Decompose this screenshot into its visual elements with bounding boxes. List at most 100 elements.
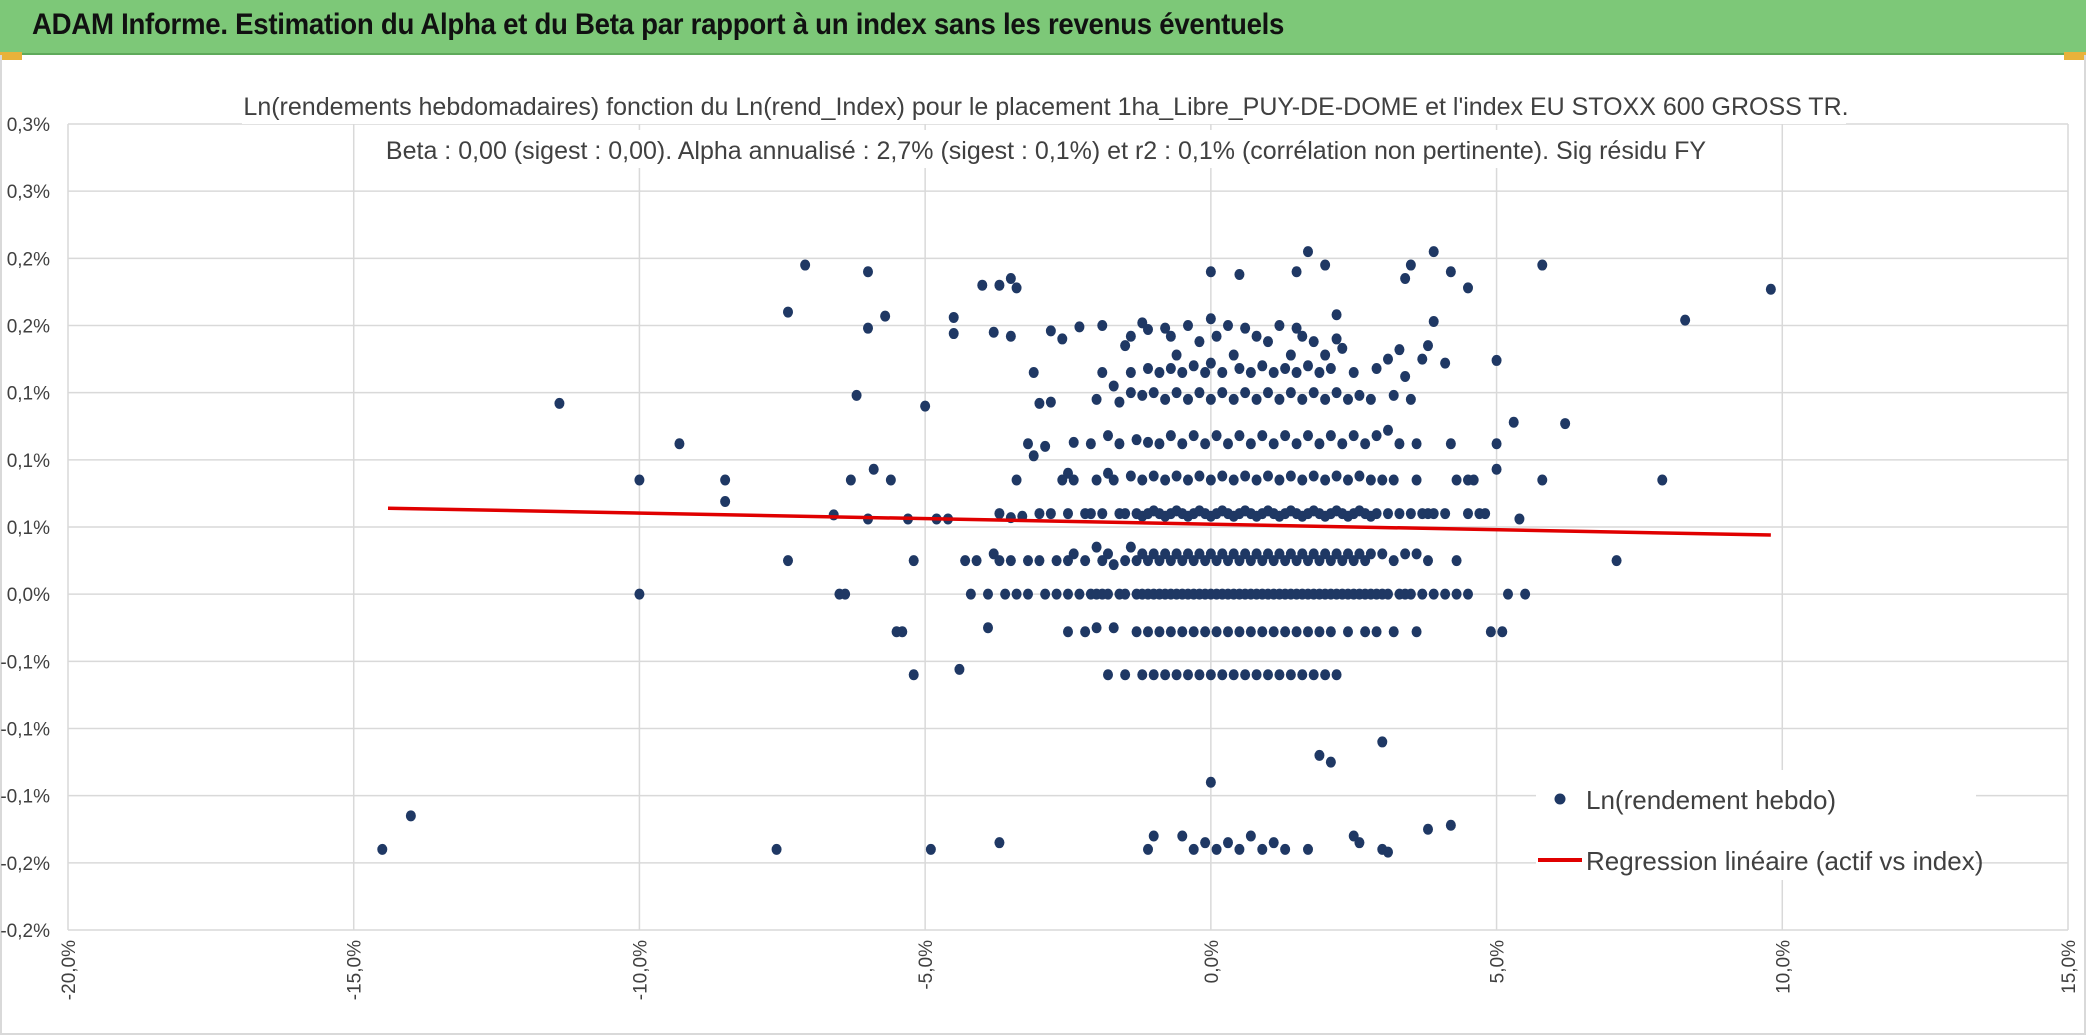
data-point [1268,367,1279,379]
data-point [1354,389,1365,401]
data-point [1280,430,1291,442]
data-point [1000,588,1011,600]
data-point [1245,626,1256,638]
data-point [1491,463,1502,475]
data-point [1377,548,1388,560]
report-title: ADAM Informe. Estimation du Alpha et du … [32,8,1285,41]
data-point [1154,367,1165,379]
data-point [1234,430,1245,442]
points-layer [377,246,1776,858]
data-point [1405,393,1416,405]
data-point [1005,330,1016,342]
data-point [1183,320,1193,331]
data-point [1085,438,1096,450]
data-point [1765,283,1776,295]
data-point [1074,588,1085,600]
data-point [1148,669,1159,681]
data-point [800,259,811,271]
legend-label-regression: Regression linéaire (actif vs index) [1586,846,1983,876]
data-point [1297,330,1308,342]
data-point [1143,436,1153,448]
data-point [1417,588,1428,600]
data-point [1137,389,1148,401]
data-point [1400,371,1411,383]
data-point [1263,387,1273,399]
data-point [1011,474,1022,486]
y-tick-label: -0,1% [0,652,50,673]
data-point [1388,389,1399,401]
data-point [1331,309,1342,321]
data-point [880,310,891,322]
data-point [1451,474,1462,486]
data-point [634,474,645,486]
data-point [1274,320,1285,331]
data-point [994,555,1005,567]
data-point [1240,387,1251,399]
data-point [1205,313,1216,325]
data-point [1223,626,1233,638]
data-point [1188,626,1199,638]
data-point [1023,555,1033,567]
data-point [1405,508,1416,520]
data-point [405,810,416,822]
data-point [1440,508,1451,520]
data-point [1411,438,1422,450]
data-point [1377,474,1388,486]
data-point [863,322,873,334]
data-point [925,843,936,855]
data-point [1303,246,1313,258]
data-point [1051,588,1062,600]
chart-title: Ln(rendements hebdomadaires) fonction du… [243,93,1848,121]
data-point [1428,315,1439,327]
data-point [1268,438,1279,450]
data-point [1251,393,1262,405]
data-point [908,555,919,567]
data-point [1440,588,1451,600]
data-point [1063,508,1073,520]
data-point [1360,626,1371,638]
data-point [1520,588,1531,600]
data-point [994,508,1005,520]
data-point [1463,282,1473,294]
data-point [1125,470,1136,482]
data-point [1005,555,1016,567]
data-point [1211,843,1222,855]
x-tick-label: -10,0% [630,940,651,1000]
data-point [1337,438,1348,450]
data-point [1320,393,1331,405]
data-point [1291,266,1302,278]
data-point [1194,669,1205,681]
x-tick-label: 5,0% [1488,940,1509,983]
data-point [1371,362,1382,374]
data-point [1091,622,1102,634]
data-point [1354,470,1365,482]
data-point [1045,396,1056,408]
data-point [1468,474,1479,486]
data-point [1280,626,1291,638]
data-point [868,463,879,475]
data-point [1291,367,1302,379]
data-point [1251,330,1262,342]
data-point [1348,430,1359,442]
data-point [1114,438,1125,450]
data-point [1245,830,1256,842]
data-point [377,843,388,855]
data-point [1137,474,1148,486]
data-point [1223,837,1233,849]
data-point [1063,588,1073,600]
data-point [1131,626,1142,638]
data-point [1314,438,1325,450]
data-point [1405,259,1416,271]
data-point [1114,396,1125,408]
data-point [1411,626,1422,638]
data-point [920,400,931,412]
data-point [1297,393,1308,405]
data-point [1160,474,1171,486]
data-point [1383,588,1393,600]
data-point [1125,387,1136,399]
x-tick-label: 10,0% [1773,940,1794,994]
data-point [983,622,993,634]
data-point [1480,508,1491,520]
data-point [1308,336,1319,348]
